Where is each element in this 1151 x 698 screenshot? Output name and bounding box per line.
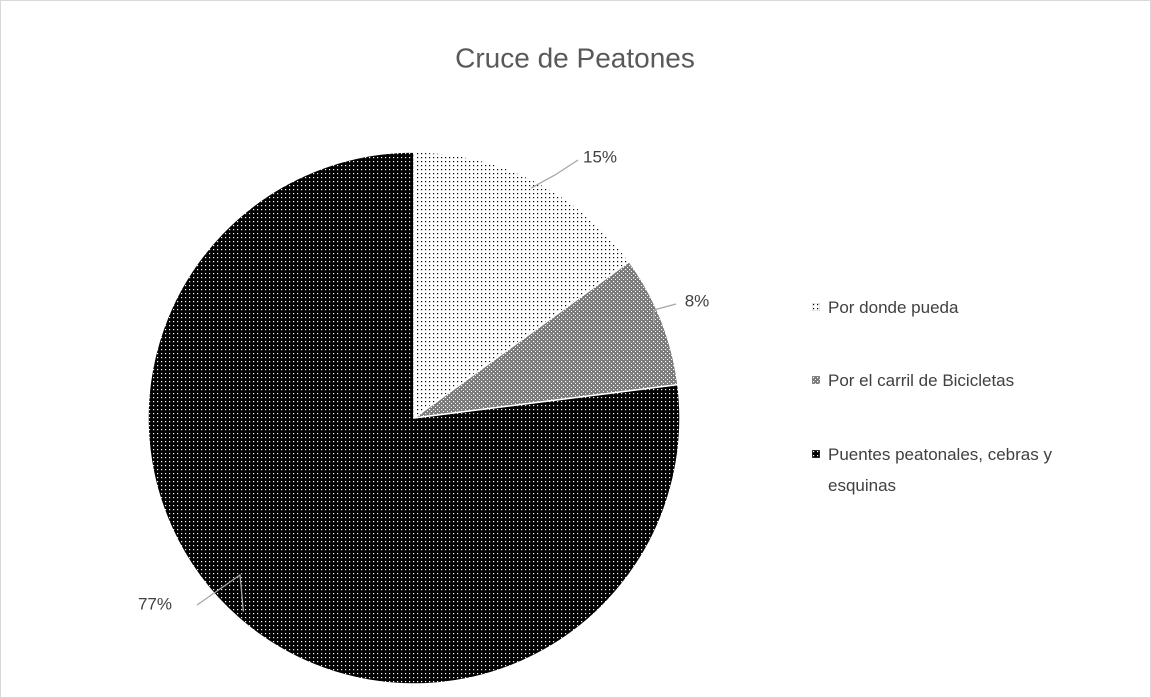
chart-title: Cruce de Peatones [455,42,695,73]
legend-label: Por el carril de Bicicletas [828,371,1015,390]
data-label: 8% [685,291,710,310]
data-label: 15% [583,147,617,166]
leader-line [530,159,579,189]
legend-swatch-fill [812,450,820,458]
legend-swatch [812,450,820,458]
legend-label: Por donde pueda [828,298,959,317]
pie-slice [413,151,631,420]
pie-slice [147,151,681,685]
leader-line [653,303,677,324]
legend-entry: Por el carril de Bicicletas [812,365,1062,396]
legend-swatch-fill [812,376,820,384]
legend-label: Puentes peatonales, cebras y esquinas [828,445,1052,495]
data-label: 77% [138,594,172,613]
legend-swatch-fill [812,303,820,311]
legend-entry: Puentes peatonales, cebras y esquinas [812,439,1062,501]
legend-entry: Por donde pueda [812,292,1062,323]
pie-slice [413,260,679,419]
legend-swatch [812,376,820,384]
legend-swatch [812,303,820,311]
leader-line [196,573,245,612]
